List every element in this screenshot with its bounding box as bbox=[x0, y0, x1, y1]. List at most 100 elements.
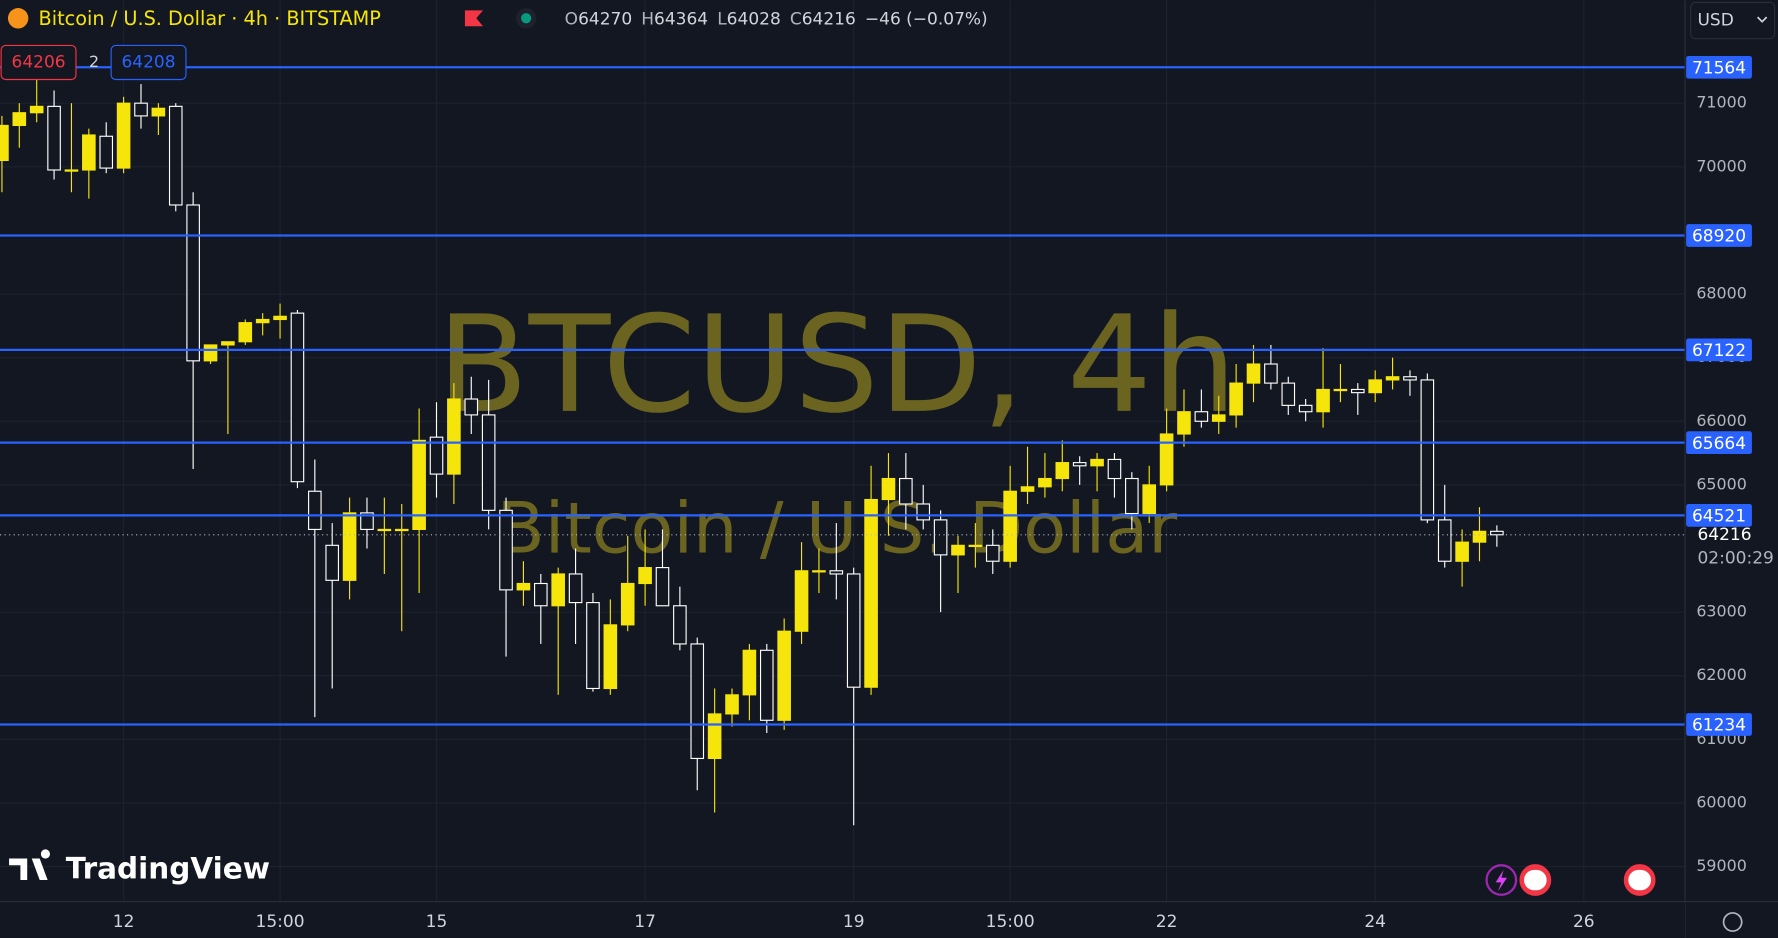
candle-body bbox=[846, 573, 861, 688]
candle-body bbox=[620, 582, 635, 626]
candle-body bbox=[447, 398, 461, 475]
candle-body bbox=[1472, 530, 1487, 543]
ohlc-label: O bbox=[565, 9, 578, 29]
y-tick-label: 59000 bbox=[1696, 856, 1746, 875]
candle-body bbox=[1107, 458, 1122, 480]
candle-body bbox=[516, 582, 531, 591]
flag-glyph bbox=[1628, 869, 1651, 891]
last-price-label: 64216 bbox=[1697, 525, 1751, 545]
candle-body bbox=[707, 713, 722, 760]
candle-body bbox=[1403, 376, 1417, 381]
candle-body bbox=[1003, 490, 1017, 562]
candle-body bbox=[1020, 486, 1035, 492]
ohlc-value: 64216 bbox=[802, 9, 856, 29]
candle-body bbox=[1177, 411, 1191, 435]
y-tick-label: 60000 bbox=[1696, 792, 1746, 811]
candle-body bbox=[1142, 484, 1157, 515]
level-label: 68920 bbox=[1692, 227, 1746, 247]
countdown: 02:00:29 bbox=[1697, 549, 1773, 569]
candle-body bbox=[1316, 388, 1330, 413]
candle-body bbox=[881, 477, 896, 501]
candle-body bbox=[99, 135, 114, 169]
candle-body bbox=[864, 498, 878, 688]
candle-body bbox=[82, 134, 96, 171]
candle-body bbox=[255, 318, 270, 324]
candle-body bbox=[499, 509, 513, 591]
level-label: 67122 bbox=[1692, 341, 1746, 361]
settings-icon[interactable] bbox=[1722, 912, 1743, 932]
candle-body bbox=[638, 567, 652, 585]
flag-icon[interactable] bbox=[464, 10, 484, 27]
candle-body bbox=[534, 582, 548, 607]
candle-body bbox=[221, 341, 235, 346]
level-label-box bbox=[1686, 504, 1752, 527]
candle-body bbox=[64, 169, 79, 172]
candle-body bbox=[394, 528, 409, 532]
candle-body bbox=[551, 573, 565, 607]
candle-body bbox=[586, 602, 600, 690]
candle-body bbox=[1420, 379, 1435, 521]
x-tick-label: 12 bbox=[113, 912, 135, 932]
level-label: 71564 bbox=[1692, 58, 1746, 78]
y-tick-label: 65000 bbox=[1696, 474, 1746, 493]
candle-body bbox=[794, 570, 809, 632]
buy-button[interactable] bbox=[110, 44, 187, 81]
candle-body bbox=[916, 503, 931, 521]
time-axis bbox=[0, 901, 1686, 938]
logo[interactable]: TradingView bbox=[66, 851, 270, 885]
y-tick-label: 71000 bbox=[1696, 93, 1746, 112]
x-tick-label: 15:00 bbox=[256, 912, 305, 932]
candle-body bbox=[725, 694, 739, 715]
price-axis bbox=[1685, 0, 1778, 938]
ohlc-value: 64028 bbox=[727, 9, 781, 29]
candle-body bbox=[273, 315, 287, 321]
candle-body bbox=[1264, 363, 1278, 384]
candle-body bbox=[1194, 411, 1209, 422]
candle-body bbox=[968, 544, 983, 548]
candle-body bbox=[360, 512, 374, 530]
candle-body bbox=[568, 573, 583, 604]
event-icon-glyph bbox=[1495, 869, 1507, 892]
candle-body bbox=[1055, 462, 1070, 480]
x-tick-label: 15:00 bbox=[986, 912, 1035, 932]
candle-body bbox=[673, 605, 687, 645]
sell-price[interactable]: 64206 bbox=[12, 52, 66, 72]
spread: 2 bbox=[89, 52, 99, 71]
currency[interactable]: USD bbox=[1697, 11, 1733, 31]
candle-body bbox=[151, 107, 166, 117]
candle-body bbox=[1455, 541, 1469, 562]
candle-body bbox=[1090, 458, 1104, 467]
grid bbox=[0, 0, 1686, 902]
candle-body bbox=[1125, 477, 1139, 515]
watermark: BTCUSD, 4h bbox=[437, 287, 1237, 443]
candle-body bbox=[290, 312, 305, 483]
candle-body bbox=[899, 477, 913, 505]
candle-body bbox=[29, 105, 44, 114]
candle-body bbox=[777, 630, 791, 721]
symbol-title[interactable]: Bitcoin / U.S. Dollar · 4h · BITSTAMP bbox=[39, 7, 381, 30]
ohlc-legend: O64270 H64364 L64028 C64216 −46 (−0.07%) bbox=[565, 9, 988, 29]
currency-button[interactable] bbox=[1690, 1, 1776, 40]
candle-body bbox=[655, 567, 670, 607]
candle-body bbox=[1211, 414, 1226, 422]
ohlc-value: 64364 bbox=[654, 9, 708, 29]
candle-body bbox=[812, 570, 826, 573]
candle-body bbox=[829, 570, 844, 575]
level-label-box bbox=[1686, 224, 1752, 247]
ohlc-value: 64270 bbox=[578, 9, 632, 29]
candle-body bbox=[377, 528, 392, 532]
buy-price[interactable]: 64208 bbox=[121, 52, 175, 72]
candle-body bbox=[47, 105, 61, 171]
sell-button[interactable] bbox=[0, 44, 77, 81]
ohlc-label: L bbox=[717, 9, 727, 29]
candle-body bbox=[325, 544, 340, 581]
candle-body bbox=[429, 436, 444, 475]
candle-body bbox=[116, 102, 131, 169]
candle-body bbox=[1072, 462, 1087, 467]
candle-body bbox=[12, 112, 27, 127]
level-label-box bbox=[1686, 55, 1752, 79]
ohlc-change: −46 (−0.07%) bbox=[865, 9, 988, 29]
candle-body bbox=[1281, 382, 1296, 406]
candle-body bbox=[464, 398, 479, 416]
